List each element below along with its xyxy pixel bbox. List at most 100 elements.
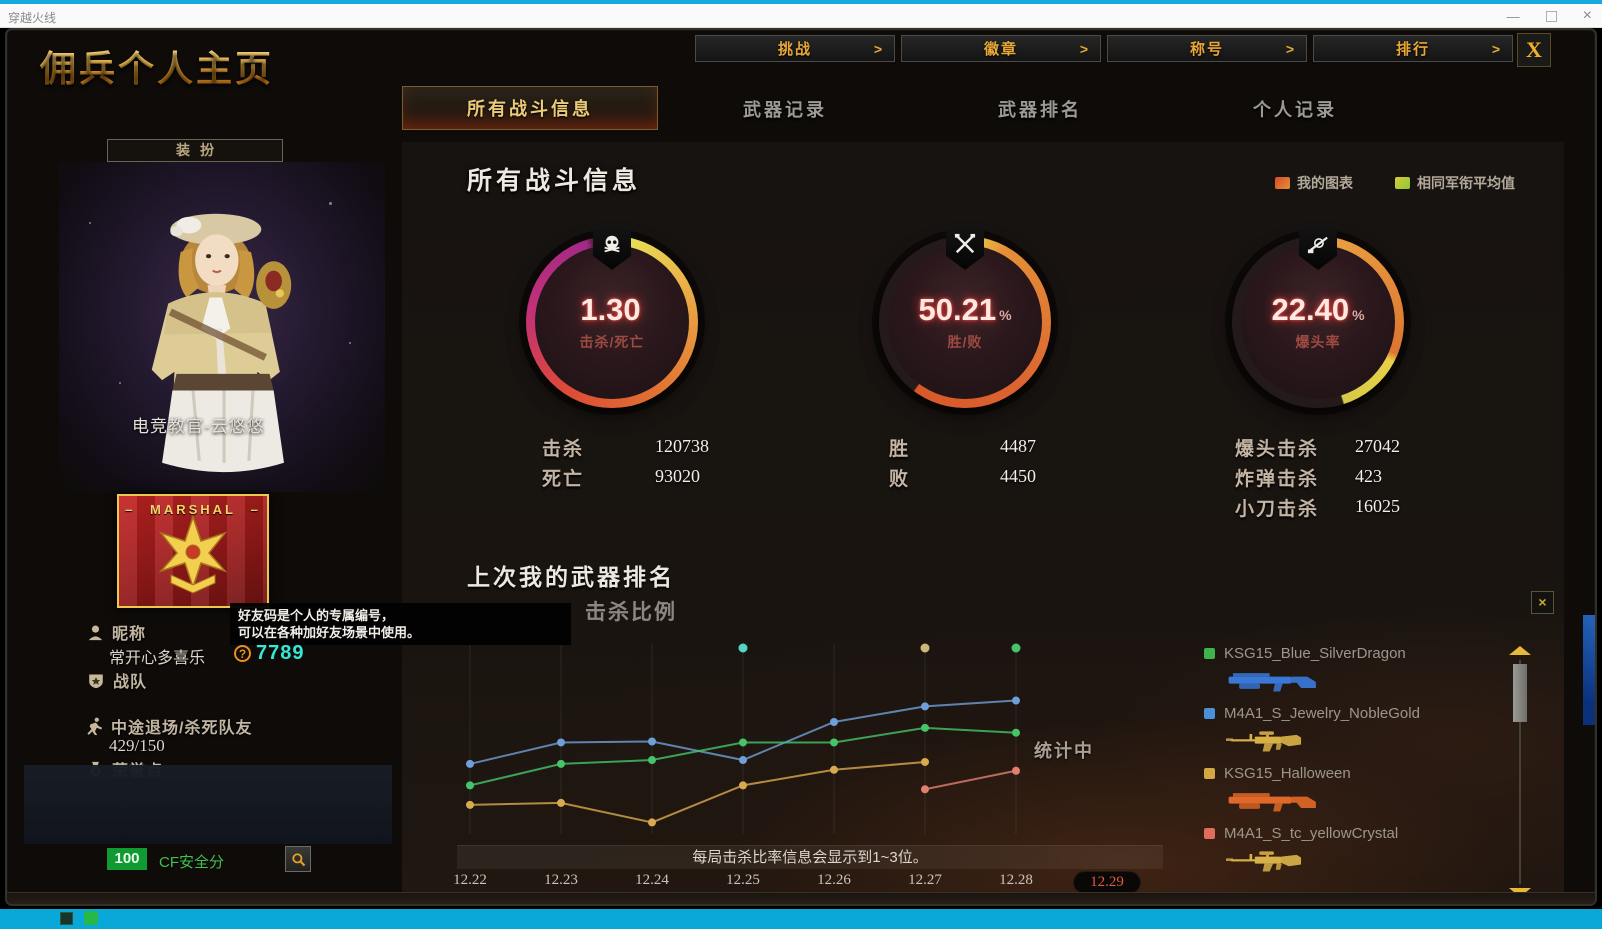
friend-code-value: 7789: [256, 642, 305, 664]
nav-button-challenge[interactable]: 挑战 >: [695, 35, 895, 62]
weapon-image-1: [1226, 726, 1322, 756]
weapon-swatch-0: [1204, 648, 1215, 659]
security-score-badge: 100: [107, 848, 147, 870]
weapon-image-2: [1226, 786, 1322, 816]
user-icon: [88, 625, 103, 640]
sniper-rifle-icon: [1307, 236, 1328, 254]
window-title: 穿越火线: [8, 11, 57, 25]
quit-stats-row: 中途退场/杀死队友: [87, 714, 252, 738]
deaths-label: 死亡: [542, 469, 585, 490]
bomb-kills-label: 炸弹击杀: [1235, 469, 1320, 490]
wins-label: 胜: [889, 439, 911, 460]
kills-label: 击杀: [542, 439, 585, 460]
character-portrait: [59, 162, 385, 492]
nav-button-badge[interactable]: 徽章 >: [901, 35, 1101, 62]
runner-icon: [87, 717, 103, 735]
gauge-headshot-rate: 22.40% 爆头率: [1232, 226, 1404, 408]
page-close-button[interactable]: X: [1517, 33, 1551, 67]
taskbar-green-app-icon[interactable]: [84, 911, 98, 925]
scrollbar-thumb[interactable]: [1513, 664, 1527, 722]
maximize-icon[interactable]: [1545, 10, 1557, 22]
nickname-value: 常开心多喜乐: [109, 650, 206, 667]
character-illustration: [151, 213, 292, 473]
chart-section-title: 上次我的武器排名: [467, 564, 675, 590]
date-12-29-active[interactable]: 12.29: [1074, 872, 1140, 893]
date-12-23[interactable]: 12.23: [544, 872, 578, 888]
date-12-27[interactable]: 12.27: [908, 872, 942, 888]
window-titlebar: 穿越火线 — ×: [0, 4, 1602, 28]
quit-stats-value: 429/150: [109, 736, 165, 755]
magnifier-icon: [291, 852, 305, 866]
date-12-22[interactable]: 12.22: [453, 872, 487, 888]
tab-all-battle-info[interactable]: 所有战斗信息: [402, 86, 658, 130]
section-title: 所有战斗信息: [467, 167, 642, 195]
friend-code-tooltip: 好友码是个人的专属编号， 可以在各种加好友场景中使用。: [230, 603, 571, 645]
clan-row: 战队: [87, 668, 147, 692]
character-name: 电竞教官-云悠悠: [132, 417, 265, 436]
chart-note: 每局击杀比率信息会显示到1~3位。: [457, 845, 1163, 869]
privacy-overlay: [24, 765, 392, 844]
tab-weapon-records[interactable]: 武器记录: [743, 100, 827, 120]
chart-subtitle: 击杀比例: [585, 601, 677, 624]
weapon-image-3: [1226, 846, 1322, 876]
chart-close-button[interactable]: ×: [1531, 591, 1554, 614]
chevron-right-icon: >: [1079, 40, 1088, 57]
weapon-item-3[interactable]: M4A1_S_tc_yellowCrystal: [1224, 825, 1399, 842]
os-accent-strip: [0, 0, 1602, 4]
date-12-24[interactable]: 12.24: [635, 872, 669, 888]
deaths-value: 93020: [655, 466, 700, 486]
date-12-25[interactable]: 12.25: [726, 872, 760, 888]
dress-up-button[interactable]: 装扮: [107, 139, 283, 162]
tab-weapon-ranking[interactable]: 武器排名: [998, 100, 1082, 120]
win-rate-label: 胜/败: [947, 334, 983, 350]
security-detail-button[interactable]: [285, 846, 311, 872]
weapon-item-2[interactable]: KSG15_Halloween: [1224, 765, 1351, 782]
nav-button-title[interactable]: 称号 >: [1107, 35, 1307, 62]
crossed-rifles-icon: [954, 233, 976, 254]
page-title: 佣兵个人主页: [40, 40, 274, 92]
tab-personal-records[interactable]: 个人记录: [1253, 100, 1337, 120]
weapon-item-1[interactable]: M4A1_S_Jewelry_NobleGold: [1224, 705, 1420, 722]
close-icon[interactable]: ×: [1582, 7, 1592, 24]
kills-value: 120738: [655, 436, 709, 456]
weapon-item-0[interactable]: KSG15_Blue_SilverDragon: [1224, 645, 1406, 662]
scrollbar-track[interactable]: [1519, 660, 1521, 884]
window-bottom-frame: [7, 892, 1595, 904]
date-12-26[interactable]: 12.26: [817, 872, 851, 888]
chevron-right-icon: >: [873, 40, 882, 57]
knife-kills-value: 16025: [1355, 496, 1400, 516]
date-12-28[interactable]: 12.28: [999, 872, 1033, 888]
losses-label: 败: [889, 469, 911, 490]
taskbar[interactable]: [0, 909, 1602, 929]
wins-value: 4487: [1000, 436, 1036, 456]
nickname-row: 昵称: [87, 620, 146, 644]
headshot-kills-label: 爆头击杀: [1235, 439, 1320, 460]
legend-rank-average: 相同军衔平均值: [1395, 173, 1515, 193]
clan-shield-icon: [89, 674, 103, 688]
knife-kills-label: 小刀击杀: [1235, 499, 1320, 520]
taskbar-app-icon[interactable]: [60, 912, 73, 925]
top-nav: 挑战 > 徽章 > 称号 > 排行 >: [695, 35, 1513, 62]
chart-status: 统计中: [1034, 741, 1094, 761]
win-rate-value: 50.21: [918, 292, 997, 327]
nav-button-ranking[interactable]: 排行 >: [1313, 35, 1513, 62]
legend-swatch-0: [1275, 177, 1290, 189]
scroll-up-icon[interactable]: [1509, 646, 1531, 655]
headshot-rate-value: 22.40: [1271, 292, 1350, 327]
weapon-swatch-2: [1204, 768, 1215, 779]
kill-ratio-chart-wrap: [457, 632, 1147, 844]
gauge-kd-ratio: 1.30 击杀/死亡: [526, 226, 698, 408]
minimize-icon[interactable]: —: [1506, 8, 1520, 24]
kd-value: 1.30: [580, 292, 641, 327]
headshot-kills-value: 27042: [1355, 436, 1400, 456]
kd-label: 击杀/死亡: [579, 334, 645, 350]
security-score-label: CF安全分: [159, 854, 224, 871]
gauge-win-rate: 50.21% 胜/败: [879, 226, 1051, 408]
weapon-image-0: [1226, 666, 1322, 696]
chevron-right-icon: >: [1285, 40, 1294, 57]
game-window: 佣兵个人主页 挑战 > 徽章 > 称号 > 排行 > X 所有战斗信息 武器记录…: [5, 28, 1597, 906]
chevron-right-icon: >: [1491, 40, 1500, 57]
weapon-swatch-3: [1204, 828, 1215, 839]
question-icon[interactable]: ?: [234, 645, 251, 662]
rank-star-icon: [158, 515, 228, 594]
